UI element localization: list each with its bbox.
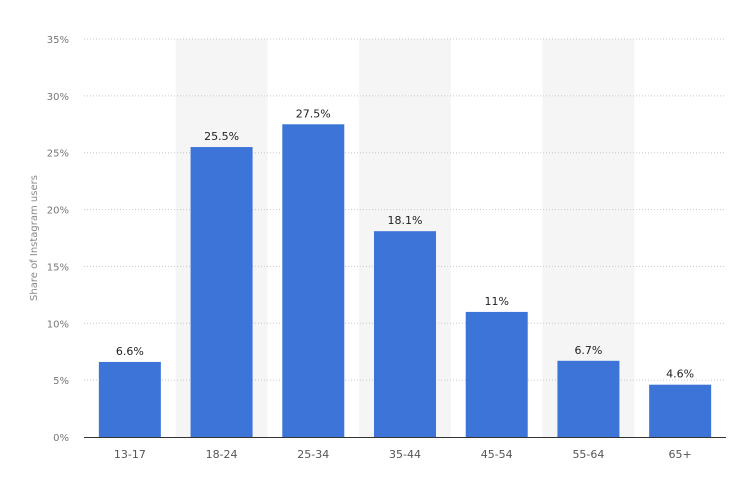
y-tick-label: 20%: [47, 206, 69, 217]
data-label-25-34: 27.5%: [296, 107, 331, 120]
x-tick-label-45-54: 45-54: [481, 448, 513, 461]
x-tick-label-25-34: 25-34: [297, 448, 329, 461]
y-tick-label: 15%: [47, 262, 69, 273]
x-tick-label-65+: 65+: [669, 448, 692, 461]
x-tick-label-18-24: 18-24: [206, 448, 238, 461]
data-label-65+: 4.6%: [666, 368, 694, 381]
y-axis-title: Share of Instagram users: [29, 175, 40, 301]
y-tick-label: 10%: [47, 319, 69, 330]
bar-45-54[interactable]: [465, 311, 528, 437]
bar-55-64[interactable]: [557, 360, 620, 437]
x-tick-label-13-17: 13-17: [114, 448, 146, 461]
data-label-45-54: 11%: [484, 295, 508, 308]
x-tick-label-55-64: 55-64: [572, 448, 604, 461]
y-tick-label: 5%: [53, 376, 69, 387]
bars: [98, 124, 712, 438]
data-label-18-24: 25.5%: [204, 130, 239, 143]
bar-35-44[interactable]: [374, 231, 436, 437]
data-label-13-17: 6.6%: [116, 345, 144, 358]
data-labels: 6.6% 25.5% 27.5% 18.1% 11% 6.7% 4.6%: [116, 107, 694, 380]
data-label-35-44: 18.1%: [388, 214, 423, 227]
x-tick-label-35-44: 35-44: [389, 448, 421, 461]
x-axis-ticks: 13-17 18-24 25-34 35-44 45-54 55-64 65+: [114, 448, 692, 461]
bar-18-24[interactable]: [190, 147, 253, 437]
y-tick-label: 0%: [53, 433, 69, 444]
y-axis-ticks: 0% 5% 10% 15% 20% 25% 30% 35%: [47, 35, 69, 444]
bar-25-34[interactable]: [282, 124, 345, 438]
y-tick-label: 35%: [47, 35, 69, 46]
bar-13-17[interactable]: [98, 361, 161, 437]
bar-65+[interactable]: [649, 384, 712, 437]
y-tick-label: 25%: [47, 149, 69, 160]
data-label-55-64: 6.7%: [574, 344, 602, 357]
y-tick-label: 30%: [47, 92, 69, 103]
